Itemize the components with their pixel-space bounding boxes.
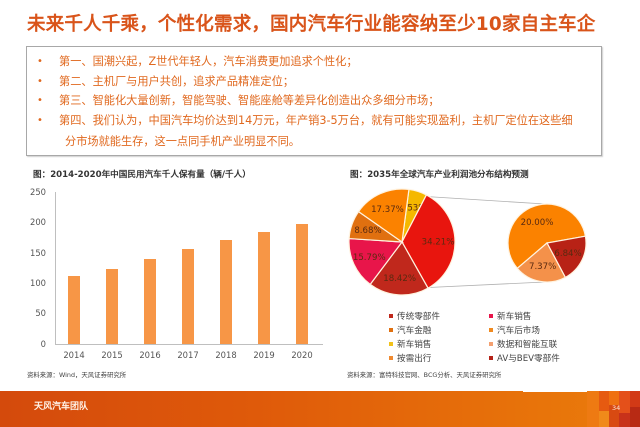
main-pie: 5.53% 34.21% 18.42% 15.79% 8.68% 17.37% xyxy=(348,188,456,296)
x-tick: 2017 xyxy=(177,350,199,360)
page-number: 34 xyxy=(612,404,621,412)
connector-line-top xyxy=(417,195,546,205)
bullet-text: 第三、智能化大量创新，智能驾驶、智能座舱等差异化创造出众多细分市场； xyxy=(59,94,440,107)
bullet-marker: • xyxy=(37,75,43,87)
secondary-pie: 20.00% 6.84% 7.37% xyxy=(507,203,587,283)
bullet-text-continuation: 分市场就能生存，这一点同手机产业明显不同。 xyxy=(65,135,300,148)
bullet-item: • 第四、我们认为，中国汽车均价达到14万元，年产销3-5万台，就有可能实现盈利… xyxy=(33,111,591,131)
pie-slice xyxy=(369,240,429,296)
bar-2016 xyxy=(144,258,156,344)
bar-2014 xyxy=(68,276,80,344)
pie-slice-label: 18.42% xyxy=(383,274,416,284)
bullet-text: 第四、我们认为，中国汽车均价达到14万元，年产销3-5万台，就有可能实现盈利，主… xyxy=(59,113,573,127)
pie-chart-title: 图：2035年全球汽车产业利润池分布结构预测 xyxy=(350,170,529,180)
legend-item: 新车销售 xyxy=(389,338,431,350)
x-tick: 2018 xyxy=(215,350,237,360)
x-tick: 2019 xyxy=(253,350,275,360)
footer-team-name: 天风汽车团队 xyxy=(34,402,89,412)
pie-slice xyxy=(348,237,404,286)
x-tick: 2020 xyxy=(291,350,313,360)
bullet-text: 第一、国潮兴起，Z世代年轻人，汽车消费更加追求个性化； xyxy=(59,55,358,68)
legend-swatch-icon xyxy=(389,356,393,360)
legend-label: 汽车后市场 xyxy=(497,326,540,336)
bar-2015 xyxy=(106,268,118,344)
y-tick: 0 xyxy=(40,339,46,349)
pie-slice-label: 20.00% xyxy=(521,218,554,228)
bar-2019 xyxy=(258,231,270,344)
pie-slice-label: 7.37% xyxy=(529,262,556,272)
legend-item: 传统零部件 xyxy=(389,310,440,322)
bullet-box: • 第一、国潮兴起，Z世代年轻人，汽车消费更加追求个性化； • 第二、主机厂与用… xyxy=(26,46,602,156)
footer-decoration xyxy=(587,391,640,427)
bar-chart-source: 资料来源：Wind，天风证券研究所 xyxy=(27,371,127,379)
legend-label: 汽车金融 xyxy=(397,326,432,336)
pie-slice xyxy=(357,188,410,244)
legend-item: 汽车金融 xyxy=(389,324,431,336)
legend-item: 汽车后市场 xyxy=(489,324,540,336)
legend-swatch-icon xyxy=(389,314,393,318)
bullet-marker: • xyxy=(37,114,43,126)
pie-slice-label: 15.79% xyxy=(353,253,386,263)
legend-swatch-icon xyxy=(489,314,493,318)
legend-swatch-icon xyxy=(489,342,493,346)
bullet-text: 第二、主机厂与用户共创，追求产品精准定位； xyxy=(59,74,294,88)
legend-item: AV与BEV零部件 xyxy=(489,352,560,364)
legend-item: 按需出行 xyxy=(389,352,431,364)
legend-item: 新车销售 xyxy=(489,310,531,322)
bullet-item: • 第三、智能化大量创新，智能驾驶、智能座舱等差异化创造出众多细分市场； xyxy=(33,91,591,111)
x-tick: 2014 xyxy=(63,350,85,360)
pie-of-pie-chart: 5.53% 34.21% 18.42% 15.79% 8.68% 17.37% 20.00… xyxy=(348,188,587,296)
bar-chart-title: 图：2014-2020年中国民用汽车千人保有量（辆/千人） xyxy=(33,170,251,180)
footer-bar xyxy=(0,391,640,427)
bullet-marker: • xyxy=(37,56,43,67)
legend-swatch-icon xyxy=(489,328,493,332)
x-tick: 2015 xyxy=(101,350,123,360)
pie-slice-label: 5.53% xyxy=(399,204,426,214)
y-tick: 50 xyxy=(35,308,46,318)
legend-label: 传统零部件 xyxy=(397,312,440,322)
legend-swatch-icon xyxy=(489,356,493,360)
pie-slice-label: 17.37% xyxy=(371,205,404,215)
legend-swatch-icon xyxy=(389,342,393,346)
bar-2018 xyxy=(220,240,232,344)
legend-label: 数据和智能互联 xyxy=(497,340,558,350)
y-axis-line xyxy=(55,192,56,345)
bullet-item: • 第一、国潮兴起，Z世代年轻人，汽车消费更加追求个性化； xyxy=(33,52,591,72)
bullet-item: • 第二、主机厂与用户共创，追求产品精准定位； xyxy=(33,72,591,92)
pie-chart-source: 资料来源：富特科技官网、BCG分析、天风证券研究所 xyxy=(347,371,502,379)
legend-swatch-icon xyxy=(389,328,393,332)
legend-label: 按需出行 xyxy=(397,354,432,364)
connector-line-bottom xyxy=(417,281,546,289)
y-tick: 200 xyxy=(30,217,46,227)
y-tick: 250 xyxy=(30,187,46,197)
pie-slice xyxy=(516,242,567,283)
bar-2020 xyxy=(296,223,308,344)
x-axis-line xyxy=(55,344,323,345)
legend-label: 新车销售 xyxy=(397,340,432,350)
slide-title: 未来千人千乘，个性化需求，国内汽车行业能容纳至少10家自主车企 xyxy=(27,14,596,35)
x-tick: 2016 xyxy=(139,350,161,360)
bar-2017 xyxy=(182,249,194,344)
legend-label: 新车销售 xyxy=(497,312,532,322)
pie-slice-label: 34.21% xyxy=(422,237,455,247)
pie-slice xyxy=(546,235,587,279)
legend-item: 数据和智能互联 xyxy=(489,338,557,350)
bullet-marker: • xyxy=(37,95,43,106)
bullet-continuation: 分市场就能生存，这一点同手机产业明显不同。 xyxy=(33,130,591,150)
legend-label: AV与BEV零部件 xyxy=(497,354,560,364)
pie-slice xyxy=(507,203,587,270)
y-tick: 150 xyxy=(30,248,46,258)
footer-notch xyxy=(523,380,640,392)
pie-slice-label: 6.84% xyxy=(554,249,581,259)
y-tick: 100 xyxy=(30,278,46,288)
pie-slice-label: 8.68% xyxy=(354,226,381,236)
